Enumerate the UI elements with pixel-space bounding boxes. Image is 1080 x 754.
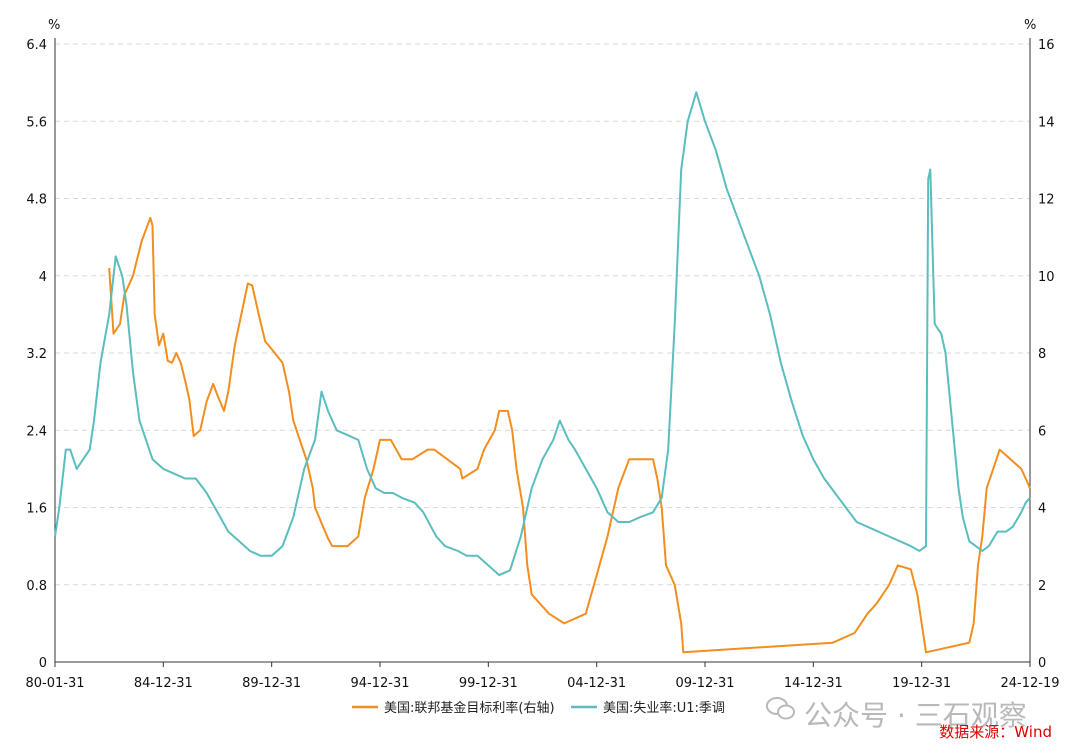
right-tick-label: 0 xyxy=(1038,656,1046,671)
legend: 美国:联邦基金目标利率(右轴) 美国:失业率:U1:季调 xyxy=(352,700,725,716)
x-tick-label: 24-12-19 xyxy=(1000,676,1059,691)
left-axis-unit: % xyxy=(48,18,60,33)
right-tick-label: 16 xyxy=(1038,38,1055,53)
right-axis-ticks: 0 2 4 6 8 10 12 14 16 xyxy=(1038,38,1055,671)
right-tick-label: 14 xyxy=(1038,115,1055,130)
x-tick-label: 09-12-31 xyxy=(675,676,734,691)
left-tick-label: 3.2 xyxy=(26,347,47,362)
x-tick-label: 80-01-31 xyxy=(25,676,84,691)
right-axis-unit: % xyxy=(1024,18,1036,33)
left-tick-label: 6.4 xyxy=(26,38,47,53)
x-tick-label: 94-12-31 xyxy=(350,676,409,691)
x-tick-label: 84-12-31 xyxy=(134,676,193,691)
wechat-icon xyxy=(766,697,795,720)
series-line-fed-funds xyxy=(108,216,1031,654)
series-line-unemployment xyxy=(54,91,1031,577)
left-tick-label: 5.6 xyxy=(26,115,47,130)
left-tick-label: 4 xyxy=(39,270,47,285)
x-tick-label: 14-12-31 xyxy=(784,676,843,691)
right-tick-label: 4 xyxy=(1038,502,1046,517)
axes xyxy=(54,38,1031,663)
gridlines xyxy=(55,43,1030,586)
legend-label-unemployment: 美国:失业率:U1:季调 xyxy=(603,700,725,716)
x-tick-label: 04-12-31 xyxy=(567,676,626,691)
x-axis-ticks: 80-01-31 84-12-31 89-12-31 94-12-31 99-12-31… xyxy=(25,662,1060,691)
right-tick-label: 10 xyxy=(1038,270,1055,285)
left-tick-label: 0 xyxy=(39,656,47,671)
x-tick-label: 89-12-31 xyxy=(242,676,301,691)
left-tick-label: 2.4 xyxy=(26,424,47,439)
x-tick-label: 99-12-31 xyxy=(459,676,518,691)
series-lines xyxy=(54,91,1031,654)
legend-label-fed-funds: 美国:联邦基金目标利率(右轴) xyxy=(384,700,555,716)
left-axis-ticks: 0 0.8 1.6 2.4 3.2 4 4.8 5.6 6.4 xyxy=(26,38,47,671)
left-tick-label: 0.8 xyxy=(26,579,47,594)
right-tick-label: 2 xyxy=(1038,579,1046,594)
watermark-text: 公众号 · 三石观察 xyxy=(804,699,1027,732)
x-tick-label: 19-12-31 xyxy=(892,676,951,691)
left-tick-label: 4.8 xyxy=(26,193,47,208)
right-tick-label: 8 xyxy=(1038,347,1046,362)
right-tick-label: 6 xyxy=(1038,424,1046,439)
left-tick-label: 1.6 xyxy=(26,502,47,517)
right-tick-label: 12 xyxy=(1038,193,1055,208)
data-source: 数据来源：Wind xyxy=(939,723,1052,741)
